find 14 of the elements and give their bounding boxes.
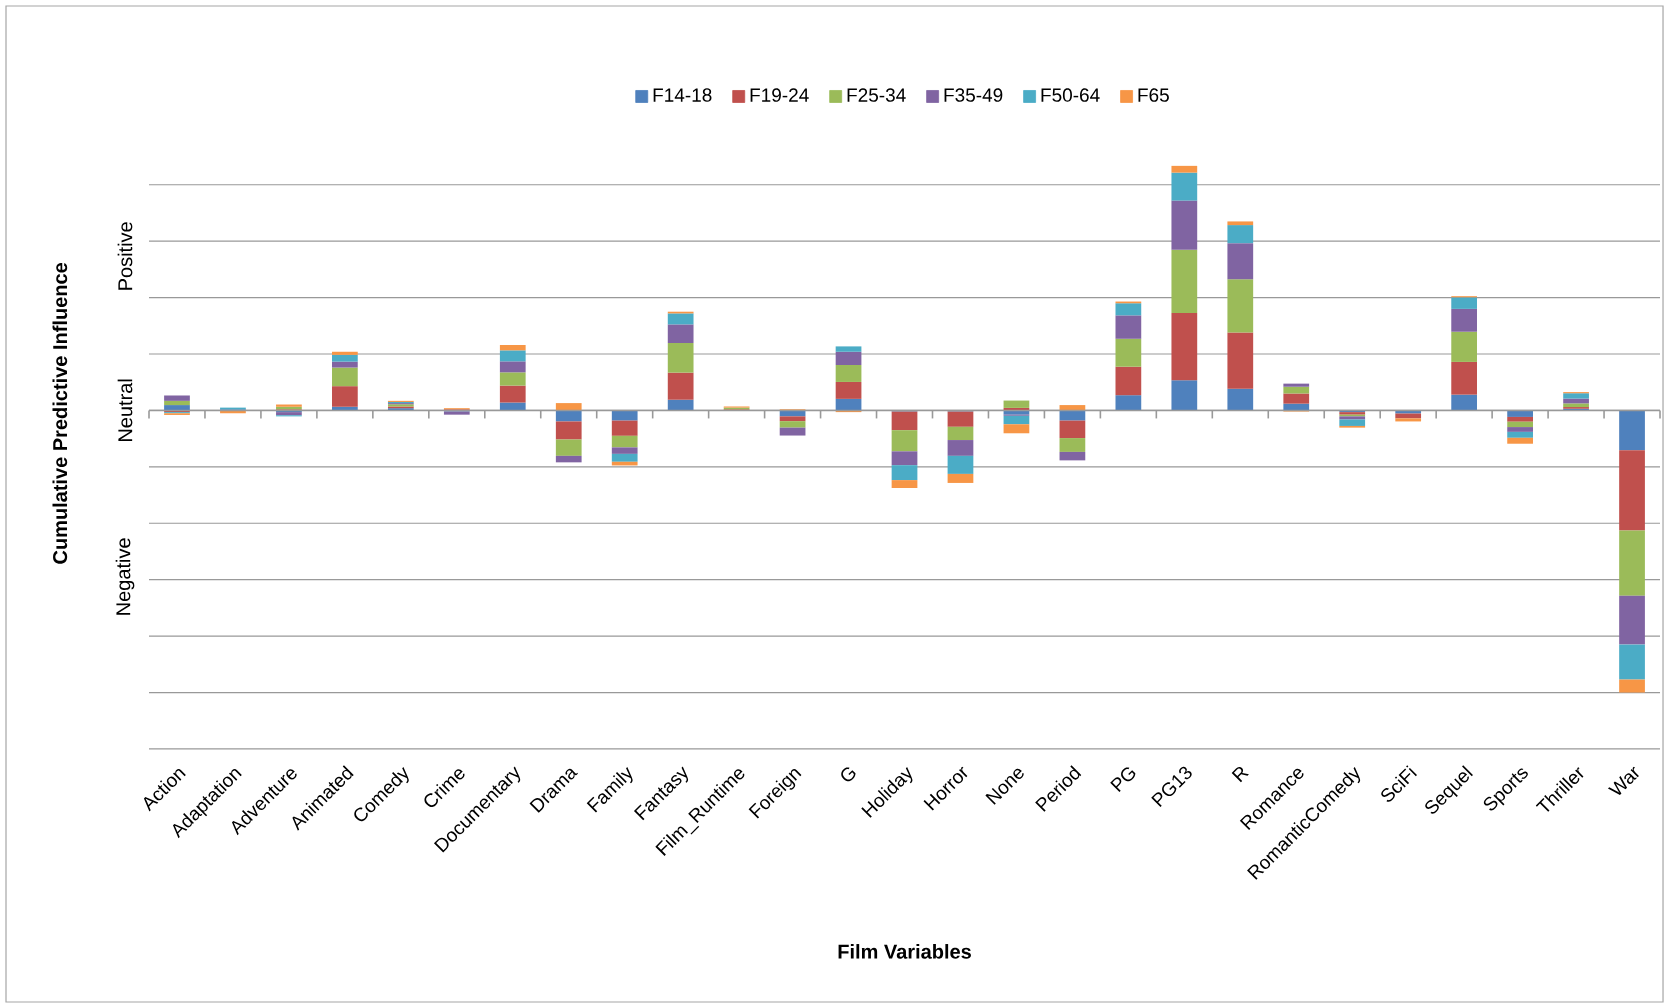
legend-label: F25-34 — [847, 88, 906, 102]
legend-label: F50-64 — [1041, 88, 1100, 102]
x-axis-title: Film Variables — [838, 944, 971, 959]
y-axis-title: Cumulative Predictive Influence — [52, 262, 68, 564]
x-tick-label: G — [841, 767, 856, 782]
legend-label: F35-49 — [944, 88, 1003, 102]
text: Negative — [115, 538, 135, 615]
legend-label: F14-18 — [653, 88, 712, 102]
x-tick-label: PG — [1110, 767, 1136, 793]
text: Positive — [117, 222, 133, 290]
legend-label: F65 — [1138, 88, 1169, 102]
x-tick-label: War — [1607, 766, 1639, 795]
text: Neutral — [117, 379, 133, 442]
legend-label: F19-24 — [750, 88, 809, 102]
